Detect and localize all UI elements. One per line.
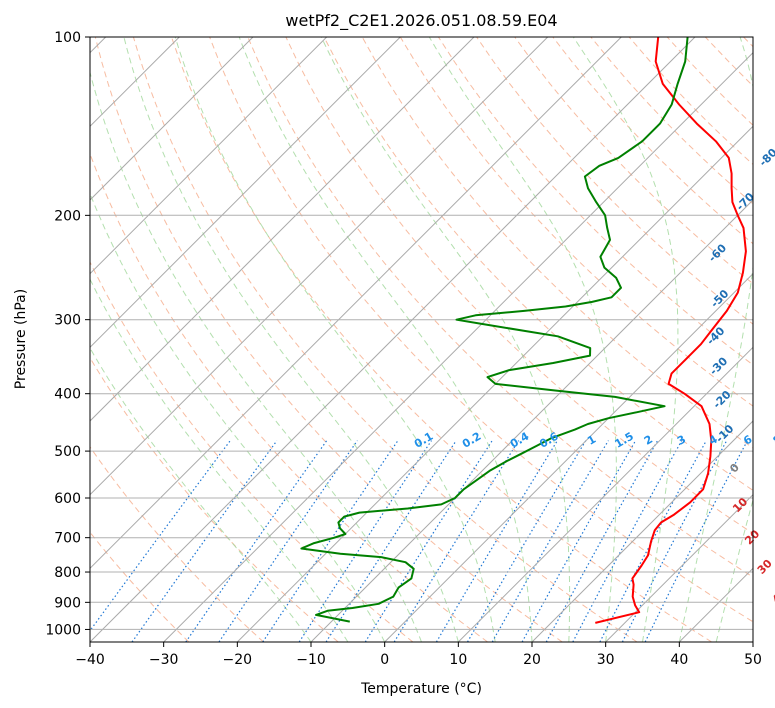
dry-adiabat-line (514, 37, 753, 285)
x-tick-label: −10 (296, 652, 326, 668)
x-tick-label: 50 (744, 652, 762, 668)
dry-adiabat-line (285, 37, 753, 535)
x-axis-ticks: −40 −30 −20 −10 0 10 20 30 40 50 (75, 642, 762, 668)
moist-adiabat-line (715, 497, 753, 642)
mixing-ratio-line (262, 440, 399, 642)
background-lines (90, 37, 753, 642)
moist-adiabat-line (123, 37, 459, 642)
mixing-ratio-line (90, 440, 231, 632)
moist-adiabat-line (428, 37, 617, 642)
isotherm-line (90, 37, 328, 275)
x-tick-label: −20 (223, 652, 253, 668)
x-tick-label: −40 (75, 652, 105, 668)
mixing-ratio-line (185, 440, 328, 642)
mixing-ratio-label: 8 (771, 433, 775, 448)
temperature-profile-line (595, 37, 747, 624)
dry-adiabat-line (90, 446, 264, 642)
mixing-ratio-line (545, 440, 659, 642)
moist-adiabat-line (90, 278, 349, 642)
isotherm-line (384, 272, 753, 642)
y-tick-label: 100 (54, 30, 81, 46)
isotherm-line (90, 37, 254, 201)
dry-adiabat-line (209, 37, 753, 623)
moist-adiabat-line (174, 37, 496, 642)
dry-adiabat-line (323, 37, 753, 491)
dry-adiabat-line (94, 37, 563, 642)
y-tick-label: 400 (54, 387, 81, 403)
y-tick-label: 900 (54, 595, 81, 611)
dewpoint-profile-line (300, 37, 689, 623)
plot-area (90, 37, 753, 642)
profile-series (300, 37, 747, 624)
mixing-ratio-line (298, 440, 432, 642)
mixing-ratio-line (491, 440, 609, 642)
isotherm-line (236, 125, 753, 642)
y-tick-label: 800 (54, 565, 81, 581)
isotherm-line (531, 420, 753, 642)
isotherm-line (90, 37, 696, 642)
isotherm-line (310, 199, 753, 642)
x-tick-label: 20 (523, 652, 541, 668)
x-tick-label: −30 (149, 652, 179, 668)
mixing-ratio-line (435, 440, 558, 642)
isotherm-line (90, 37, 549, 496)
y-tick-label: 300 (54, 313, 81, 329)
mixing-ratio-line (364, 440, 493, 642)
x-tick-label: 40 (670, 652, 688, 668)
isotherm-line (90, 37, 401, 349)
chart-title: wetPf2_C2E1.2026.051.08.59.E04 (285, 11, 557, 31)
isotherm-line (163, 51, 753, 642)
y-tick-label: 600 (54, 491, 81, 507)
isotherm-line (457, 346, 753, 642)
mixing-ratio-line (325, 440, 457, 642)
mixing-ratio-line (466, 440, 587, 642)
mixing-ratio-line (572, 440, 683, 642)
moist-adiabat-line (572, 37, 679, 642)
plot-frame (89, 36, 754, 643)
dry-adiabat-line (132, 37, 638, 642)
isotherm-line (90, 37, 622, 570)
dry-adiabat-label: 40 (770, 586, 775, 606)
y-tick-label: 1000 (45, 622, 81, 638)
dry-adiabat-line (171, 37, 712, 642)
x-axis-label: Temperature (°C) (360, 681, 482, 697)
y-axis-label: Pressure (hPa) (13, 289, 29, 389)
y-axis-ticks: 100 200 300 400 500 600 700 800 900 1000 (45, 30, 90, 638)
mixing-ratio-line (521, 440, 637, 642)
y-tick-label: 500 (54, 444, 81, 460)
mixing-ratio-line (131, 440, 278, 642)
y-tick-label: 200 (54, 208, 81, 224)
moist-adiabat-line (90, 192, 386, 642)
dry-adiabat-line (247, 37, 753, 578)
x-tick-label: 10 (449, 652, 467, 668)
dry-adiabat-line (476, 37, 753, 325)
moist-adiabat-line (320, 37, 571, 642)
moist-adiabat-line (90, 70, 422, 642)
dry-adiabat-line (90, 356, 339, 642)
moist-adiabat-line (678, 37, 753, 642)
x-tick-label: 0 (380, 652, 389, 668)
moist-adiabat-line (238, 37, 533, 642)
y-tick-label: 700 (54, 531, 81, 547)
isotherm-line (605, 493, 753, 642)
dry-adiabat-line (90, 260, 414, 642)
mixing-ratio-line (644, 440, 748, 642)
x-tick-label: 30 (597, 652, 615, 668)
isotherm-line (90, 37, 475, 422)
